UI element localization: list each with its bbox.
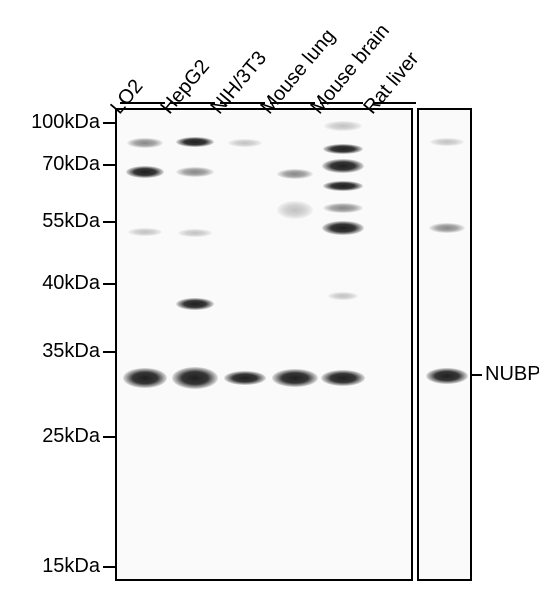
protein-band (228, 139, 262, 147)
mw-label: 55kDa (42, 210, 100, 233)
protein-band (176, 137, 214, 147)
mw-label: 15kDa (42, 555, 100, 578)
protein-band (321, 370, 365, 386)
mw-tick (103, 122, 115, 124)
target-tick (472, 374, 482, 376)
protein-band (430, 138, 464, 146)
target-protein-label: NUBP2 (485, 363, 539, 386)
mw-label: 100kDa (31, 111, 100, 134)
mw-tick (103, 164, 115, 166)
protein-band (426, 368, 468, 384)
protein-band (178, 229, 212, 237)
protein-band (429, 223, 465, 233)
western-blot-figure: 100kDa70kDa55kDa40kDa35kDa25kDa15kDaLO2H… (0, 0, 539, 608)
mw-tick (103, 283, 115, 285)
protein-band (277, 169, 313, 179)
protein-band (123, 368, 167, 388)
mw-label: 25kDa (42, 425, 100, 448)
blot-panel-secondary (417, 108, 472, 581)
protein-band (128, 228, 162, 236)
protein-band (176, 298, 214, 310)
protein-band (328, 292, 358, 300)
protein-band (322, 221, 364, 235)
mw-tick (103, 351, 115, 353)
protein-band (323, 181, 363, 191)
protein-band (127, 138, 163, 148)
mw-label: 40kDa (42, 272, 100, 295)
mw-tick (103, 221, 115, 223)
protein-band (277, 201, 313, 219)
protein-band (272, 369, 318, 387)
mw-label: 70kDa (42, 153, 100, 176)
protein-band (172, 367, 218, 389)
mw-tick (103, 566, 115, 568)
protein-band (126, 166, 164, 178)
protein-band (324, 121, 362, 131)
blot-panel-main (115, 108, 413, 581)
mw-label: 35kDa (42, 340, 100, 363)
protein-band (323, 203, 363, 213)
mw-tick (103, 436, 115, 438)
protein-band (176, 167, 214, 177)
protein-band (224, 371, 266, 385)
protein-band (322, 159, 364, 173)
protein-band (323, 144, 363, 154)
